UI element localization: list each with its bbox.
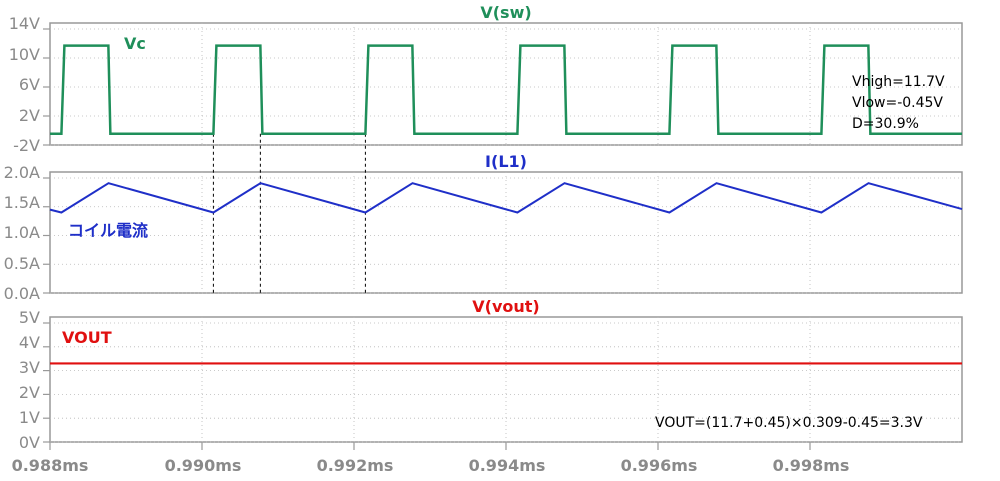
x-tick-label: 0.996ms	[621, 456, 698, 475]
x-tick-label: 0.988ms	[12, 456, 89, 475]
y-tick-label: 14V	[9, 14, 40, 33]
vc-trace	[50, 44, 962, 136]
y-tick-label: 3V	[19, 358, 40, 377]
vout-formula-annotation: VOUT=(11.7+0.45)×0.309-0.45=3.3V	[655, 415, 923, 431]
y-tick-label: 6V	[19, 75, 40, 94]
x-tick-label: 0.998ms	[773, 456, 850, 475]
y-tick-label: 10V	[9, 45, 40, 64]
y-tick-label: 2V	[19, 106, 40, 125]
grid-lines	[43, 23, 962, 450]
sw-panel-title: V(sw)	[480, 3, 531, 22]
y-tick-label: 1V	[19, 408, 40, 427]
x-tick-label: 0.992ms	[317, 456, 394, 475]
y-tick-label: 4V	[19, 333, 40, 352]
x-tick-label: 0.990ms	[165, 456, 242, 475]
y-tick-label: 5V	[19, 308, 40, 327]
vhigh-annotation: Vhigh=11.7V	[852, 74, 945, 90]
vout-panel-title: V(vout)	[472, 297, 539, 316]
current-panel-title: I(L1)	[485, 152, 527, 171]
vlow-annotation: Vlow=-0.45V	[852, 95, 943, 111]
y-tick-label: 0V	[19, 433, 40, 452]
vc-trace-label: Vc	[124, 34, 146, 53]
traces	[49, 44, 963, 365]
y-tick-label: 2V	[19, 383, 40, 402]
coil-current-trace	[49, 182, 963, 214]
y-tick-label: 1.5A	[4, 193, 40, 212]
y-tick-label: 0.0A	[4, 284, 40, 303]
coil-current-label: コイル電流	[68, 221, 148, 240]
y-tick-label: -2V	[13, 136, 40, 155]
y-tick-label: 0.5A	[4, 254, 40, 273]
cursor-lines	[212, 133, 366, 293]
y-tick-label: 1.0A	[4, 223, 40, 242]
x-tick-label: 0.994ms	[469, 456, 546, 475]
vout-trace-label: VOUT	[62, 328, 112, 347]
y-tick-label: 2.0A	[4, 163, 40, 182]
duty-annotation: D=30.9%	[852, 116, 919, 132]
